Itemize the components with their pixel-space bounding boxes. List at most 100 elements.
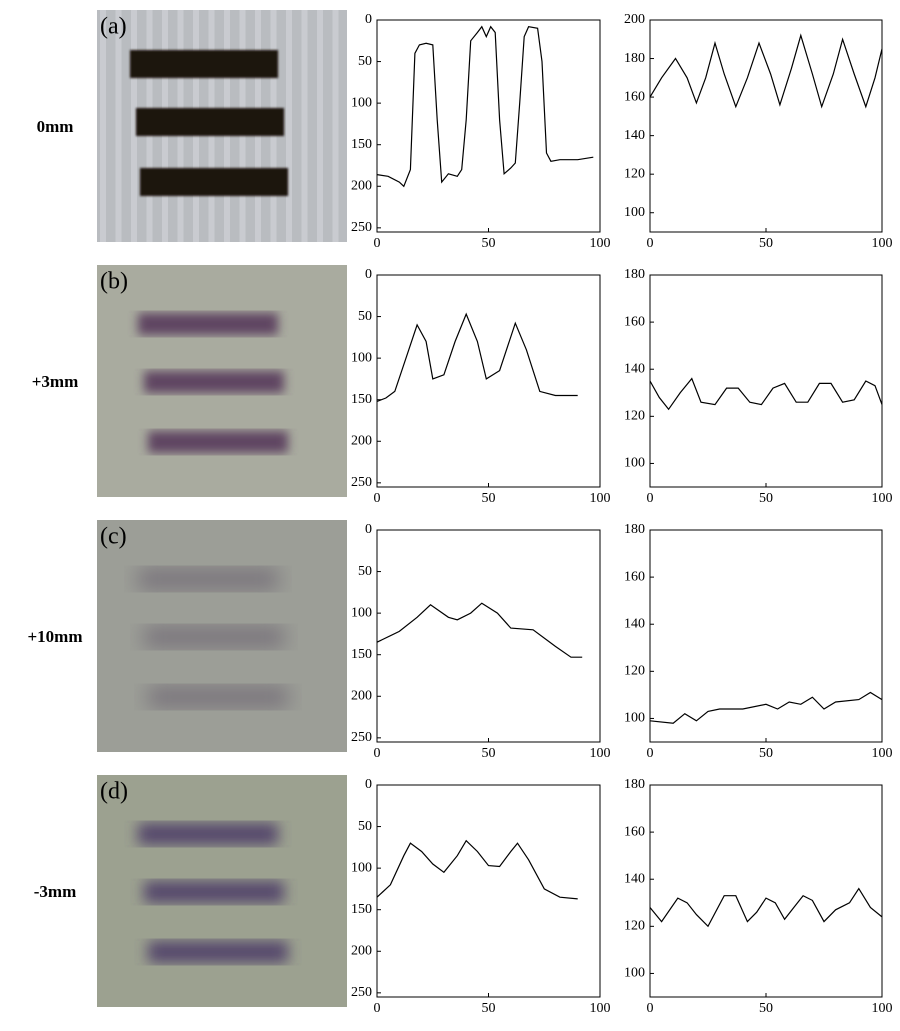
y-tick-label: 100 — [624, 966, 645, 981]
y-tick-label: 180 — [624, 51, 645, 66]
x-tick-label: 100 — [590, 236, 611, 251]
y-tick-label: 100 — [351, 95, 372, 110]
y-tick-label: 100 — [351, 605, 372, 620]
x-tick-label: 50 — [759, 491, 773, 506]
y-tick-label: 160 — [624, 89, 645, 104]
image-stripe — [115, 10, 122, 242]
y-tick-label: 160 — [624, 569, 645, 584]
image-stripe — [317, 10, 323, 242]
image-bar — [140, 168, 288, 196]
x-tick-label: 50 — [482, 1001, 496, 1016]
x-tick-label: 0 — [374, 746, 381, 761]
x-tick-label: 100 — [872, 746, 893, 761]
y-tick-label: 0 — [365, 522, 372, 537]
panel-label: (d) — [100, 779, 128, 805]
y-tick-label: 100 — [624, 456, 645, 471]
image-stripe — [286, 10, 292, 242]
sample-image — [97, 265, 347, 497]
plot-frame — [649, 784, 883, 998]
image-bar — [144, 371, 284, 393]
y-tick-label: 0 — [365, 777, 372, 792]
y-tick-label: 200 — [351, 433, 372, 448]
y-tick-label: 120 — [624, 409, 645, 424]
image-bar — [148, 431, 288, 453]
x-tick-label: 50 — [482, 236, 496, 251]
y-tick-label: 50 — [358, 54, 372, 69]
x-tick-label: 50 — [759, 236, 773, 251]
sample-image — [97, 520, 347, 752]
y-tick-label: 150 — [351, 392, 372, 407]
row-label: -3mm — [34, 882, 76, 901]
image-bar — [138, 568, 278, 590]
y-tick-label: 160 — [624, 824, 645, 839]
image-stripe — [131, 10, 137, 242]
y-tick-label: 0 — [365, 12, 372, 27]
plot-frame — [649, 529, 883, 743]
y-tick-label: 180 — [624, 267, 645, 282]
image-bar — [144, 881, 284, 903]
plot-frame — [376, 529, 601, 743]
y-tick-label: 150 — [351, 137, 372, 152]
plot-frame — [376, 274, 601, 488]
y-tick-label: 180 — [624, 522, 645, 537]
image-bar — [148, 941, 288, 963]
y-tick-label: 140 — [624, 871, 645, 886]
y-tick-label: 50 — [358, 564, 372, 579]
y-tick-label: 250 — [351, 220, 372, 235]
y-tick-label: 100 — [624, 205, 645, 220]
y-tick-label: 200 — [624, 12, 645, 27]
profile-line — [649, 691, 883, 724]
x-tick-label: 50 — [482, 491, 496, 506]
y-tick-label: 150 — [351, 647, 372, 662]
row-label: +3mm — [32, 372, 79, 391]
x-tick-label: 0 — [647, 1001, 654, 1016]
y-tick-label: 140 — [624, 128, 645, 143]
plot-frame — [376, 19, 601, 233]
profile-line — [376, 25, 594, 188]
y-tick-label: 200 — [351, 688, 372, 703]
plot-frame — [376, 784, 601, 998]
image-bar — [144, 626, 284, 648]
profile-line — [649, 377, 883, 411]
x-tick-label: 0 — [374, 491, 381, 506]
profile-line — [649, 33, 883, 109]
image-bar — [138, 313, 278, 335]
x-tick-label: 0 — [374, 1001, 381, 1016]
panel-label: (b) — [100, 269, 128, 295]
image-stripe — [100, 10, 106, 242]
x-tick-label: 0 — [647, 746, 654, 761]
y-tick-label: 120 — [624, 664, 645, 679]
y-tick-label: 200 — [351, 178, 372, 193]
x-tick-label: 100 — [590, 491, 611, 506]
y-tick-label: 0 — [365, 267, 372, 282]
y-tick-label: 50 — [358, 309, 372, 324]
sample-image — [97, 10, 347, 242]
y-tick-label: 120 — [624, 166, 645, 181]
x-tick-label: 50 — [759, 746, 773, 761]
x-tick-label: 100 — [590, 1001, 611, 1016]
x-tick-label: 0 — [647, 491, 654, 506]
image-bar — [130, 50, 278, 78]
x-tick-label: 100 — [872, 1001, 893, 1016]
y-tick-label: 160 — [624, 314, 645, 329]
y-tick-label: 200 — [351, 943, 372, 958]
plot-frame — [649, 274, 883, 488]
sample-image — [97, 775, 347, 1007]
x-tick-label: 100 — [872, 491, 893, 506]
y-tick-label: 250 — [351, 475, 372, 490]
profile-line — [649, 887, 883, 928]
y-tick-label: 250 — [351, 985, 372, 1000]
y-tick-label: 50 — [358, 819, 372, 834]
x-tick-label: 100 — [872, 236, 893, 251]
y-tick-label: 140 — [624, 616, 645, 631]
row-label: +10mm — [27, 627, 82, 646]
x-tick-label: 100 — [590, 746, 611, 761]
y-tick-label: 100 — [351, 860, 372, 875]
y-tick-label: 100 — [351, 350, 372, 365]
y-tick-label: 150 — [351, 902, 372, 917]
image-stripe — [301, 10, 308, 242]
profile-line — [376, 602, 583, 658]
y-tick-label: 140 — [624, 361, 645, 376]
image-bar — [148, 686, 288, 708]
